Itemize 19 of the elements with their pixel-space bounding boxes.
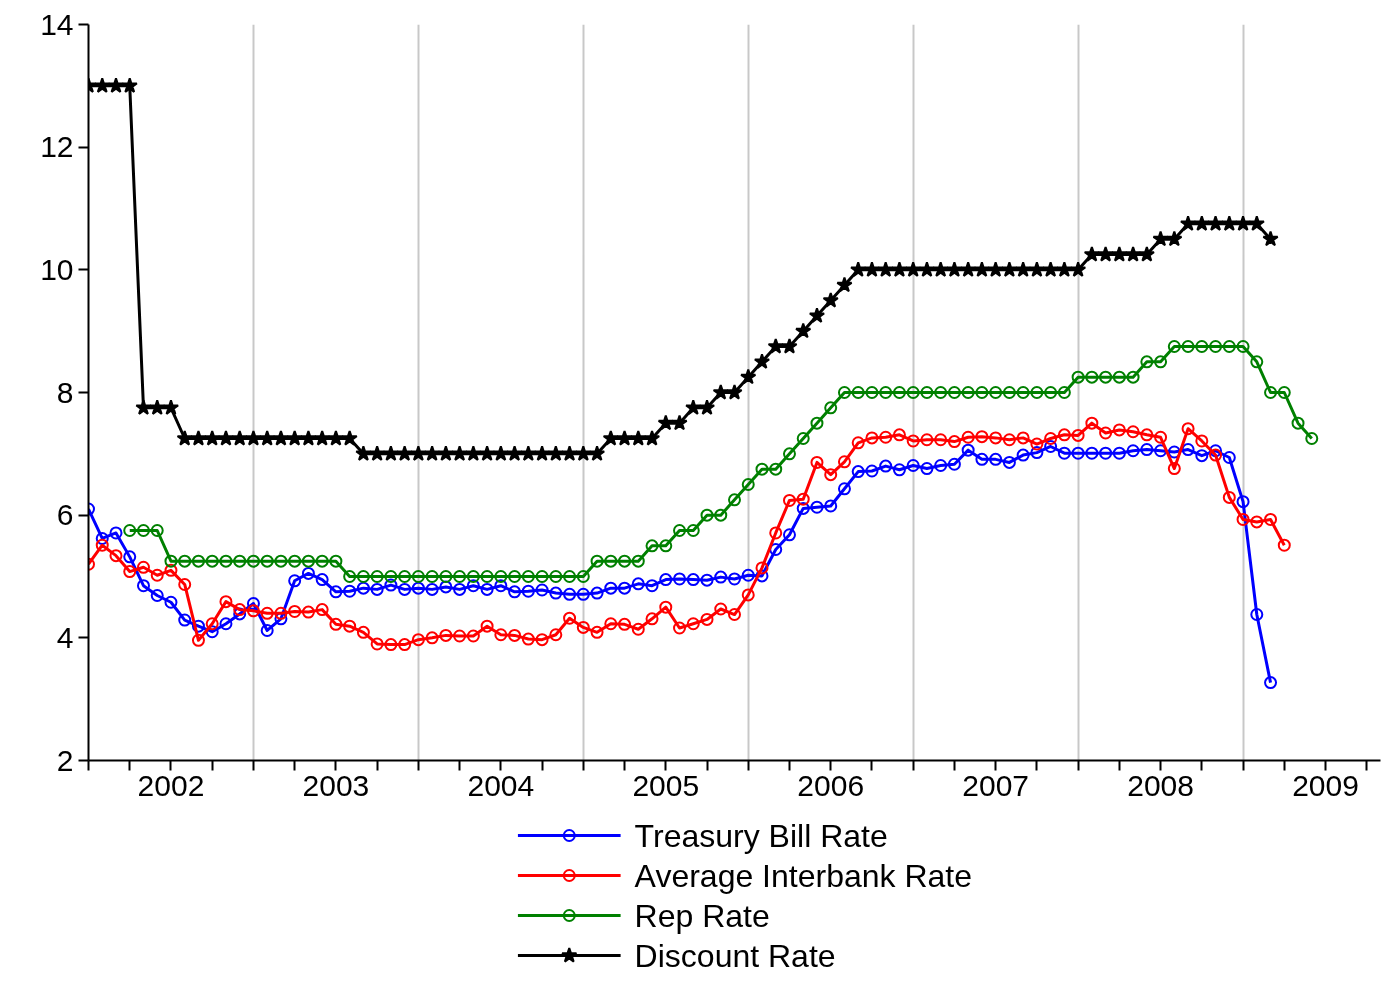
- x-tick-label: 2003: [302, 768, 370, 802]
- x-tick-label: 2008: [1127, 768, 1194, 802]
- y-tick-label: 2: [56, 743, 74, 777]
- x-tick-label: 2006: [797, 768, 865, 802]
- legend-label: Discount Rate: [634, 937, 836, 974]
- legend-label: Treasury Bill Rate: [634, 817, 888, 854]
- x-tick-label: 2005: [632, 768, 700, 802]
- x-tick-label: 2009: [1292, 768, 1359, 802]
- x-tick-label: 2004: [467, 768, 535, 802]
- x-tick-label: 2002: [137, 768, 205, 802]
- y-tick-label: 12: [40, 130, 74, 164]
- y-tick-label: 4: [56, 620, 74, 654]
- y-tick-label: 8: [56, 375, 74, 409]
- y-tick-label: 14: [40, 7, 74, 41]
- y-tick-label: 6: [56, 498, 74, 532]
- legend-label: Average Interbank Rate: [634, 857, 973, 894]
- x-tick-label: 2007: [962, 768, 1030, 802]
- y-tick-label: 10: [40, 252, 74, 286]
- legend-label: Rep Rate: [634, 897, 770, 934]
